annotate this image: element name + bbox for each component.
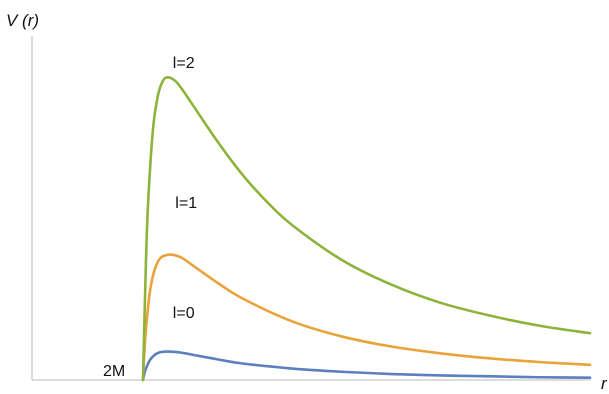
y-axis-label: V (r) bbox=[6, 11, 39, 30]
series-label-l2: l=2 bbox=[173, 55, 195, 72]
series-line-l1 bbox=[141, 253, 592, 382]
series-line-l0 bbox=[141, 350, 592, 382]
series-label-l1: l=1 bbox=[175, 195, 197, 212]
series-layer: l=0 l=1 l=2 bbox=[141, 55, 592, 382]
annotation-2m: 2M bbox=[103, 363, 125, 380]
x-axis-label: r bbox=[601, 374, 608, 393]
series-line-l2 bbox=[141, 75, 592, 382]
series-label-l0: l=0 bbox=[173, 305, 195, 322]
